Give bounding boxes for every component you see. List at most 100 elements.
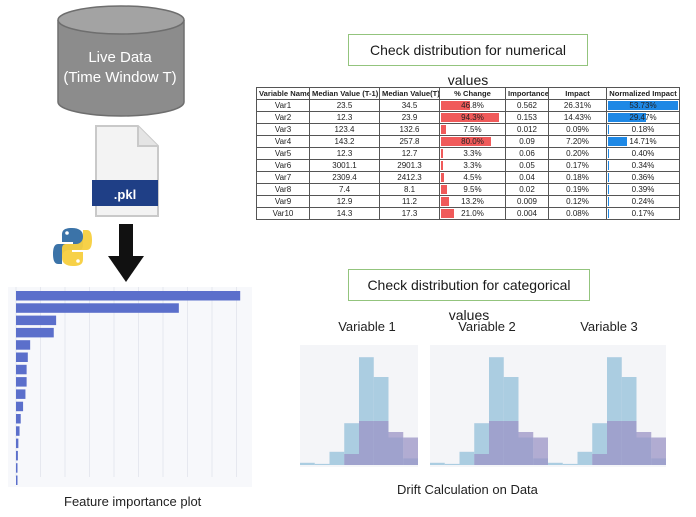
feature-importance-caption: Feature importance plot bbox=[64, 494, 202, 509]
cell-percent-change: 80.0% bbox=[439, 135, 506, 148]
histogram-bar-series-a bbox=[430, 462, 445, 465]
table-row: Var3 123.4 132.6 7.5% 0.012 0.09% 0.18% bbox=[256, 123, 680, 136]
cell-importance: 0.06 bbox=[505, 147, 549, 160]
cell-median-t: 8.1 bbox=[379, 183, 440, 196]
percent-change-bar bbox=[441, 125, 446, 134]
cell-percent-change: 3.3% bbox=[439, 147, 506, 160]
cell-percent-change: 13.2% bbox=[439, 195, 506, 208]
cell-median-t1: 143.2 bbox=[309, 135, 380, 148]
cell-impact: 0.09% bbox=[548, 123, 607, 136]
histogram-bar-series-b bbox=[403, 437, 418, 465]
percent-change-bar bbox=[441, 197, 450, 206]
database-label-line2: (Time Window T) bbox=[63, 69, 177, 86]
normalized-impact-value: 53.73% bbox=[629, 101, 657, 110]
cell-variable-name: Var8 bbox=[256, 183, 310, 196]
cell-impact: 0.12% bbox=[548, 195, 607, 208]
normalized-impact-bar bbox=[608, 173, 609, 182]
histogram-bar-series-b bbox=[388, 432, 404, 465]
normalized-impact-bar bbox=[608, 101, 678, 110]
cell-median-t1: 23.5 bbox=[309, 99, 380, 112]
cell-importance: 0.009 bbox=[505, 195, 549, 208]
cell-median-t: 2901.3 bbox=[379, 159, 440, 172]
cell-normalized-impact: 0.34% bbox=[606, 159, 680, 172]
table-row: Var9 12.9 11.2 13.2% 0.009 0.12% 0.24% bbox=[256, 195, 680, 208]
cell-importance: 0.09 bbox=[505, 135, 549, 148]
cell-normalized-impact: 0.24% bbox=[606, 195, 680, 208]
python-logo-icon bbox=[53, 228, 92, 266]
variable-2-histogram bbox=[430, 345, 548, 467]
header-variable-name: Variable Name bbox=[256, 87, 310, 100]
histogram-bar-series-a bbox=[300, 462, 315, 465]
percent-change-bar bbox=[441, 113, 500, 122]
feature-importance-bar bbox=[16, 414, 21, 424]
histogram-bar-series-b bbox=[518, 432, 534, 465]
cell-importance: 0.153 bbox=[505, 111, 549, 124]
cell-importance: 0.012 bbox=[505, 123, 549, 136]
table-row: Var5 12.3 12.7 3.3% 0.06 0.20% 0.40% bbox=[256, 147, 680, 160]
variable-3-histogram bbox=[548, 345, 666, 467]
histogram-bar-series-a bbox=[314, 463, 330, 465]
percent-change-bar bbox=[441, 137, 491, 146]
percent-change-value: 46.8% bbox=[461, 101, 484, 110]
down-arrow-icon bbox=[108, 224, 144, 282]
cell-percent-change: 94.3% bbox=[439, 111, 506, 124]
normalized-impact-value: 0.39% bbox=[631, 185, 655, 194]
table-row: Var1 23.5 34.5 46.8% 0.562 26.31% 53.73% bbox=[256, 99, 680, 112]
cell-variable-name: Var1 bbox=[256, 99, 310, 112]
normalized-impact-value: 0.36% bbox=[631, 173, 655, 182]
percent-change-bar bbox=[441, 161, 444, 170]
cell-median-t: 257.8 bbox=[379, 135, 440, 148]
percent-change-bar bbox=[441, 149, 444, 158]
cell-importance: 0.04 bbox=[505, 171, 549, 184]
variable-1-histogram bbox=[300, 345, 418, 467]
drift-table-header-row: Variable Name Median Value (T-1) Median … bbox=[256, 87, 680, 100]
feature-importance-bar bbox=[16, 327, 54, 338]
cell-median-t: 34.5 bbox=[379, 99, 440, 112]
cell-impact: 0.18% bbox=[548, 171, 607, 184]
table-row: Var8 7.4 8.1 9.5% 0.02 0.19% 0.39% bbox=[256, 183, 680, 196]
cell-median-t1: 123.4 bbox=[309, 123, 380, 136]
feature-importance-bar bbox=[16, 389, 26, 399]
header-median-t1: Median Value (T-1) bbox=[309, 87, 380, 100]
percent-change-value: 9.5% bbox=[463, 185, 482, 194]
variable-1-label: Variable 1 bbox=[338, 319, 396, 334]
cell-importance: 0.02 bbox=[505, 183, 549, 196]
cell-variable-name: Var9 bbox=[256, 195, 310, 208]
cell-median-t: 2412.3 bbox=[379, 171, 440, 184]
cell-median-t: 17.3 bbox=[379, 207, 440, 220]
cell-median-t1: 12.3 bbox=[309, 111, 380, 124]
normalized-impact-bar bbox=[608, 149, 609, 158]
cell-importance: 0.562 bbox=[505, 99, 549, 112]
feature-importance-bar bbox=[16, 426, 20, 436]
cell-percent-change: 3.3% bbox=[439, 159, 506, 172]
cell-variable-name: Var5 bbox=[256, 147, 310, 160]
cell-impact: 0.19% bbox=[548, 183, 607, 196]
percent-change-value: 94.3% bbox=[461, 113, 484, 122]
histogram-bar-series-b bbox=[592, 454, 607, 465]
normalized-impact-value: 0.34% bbox=[631, 161, 655, 170]
cell-normalized-impact: 0.17% bbox=[606, 207, 680, 220]
numerical-distribution-heading: Check distribution for numerical values bbox=[348, 34, 588, 88]
variable-2-label: Variable 2 bbox=[458, 319, 516, 334]
table-row: Var6 3001.1 2901.3 3.3% 0.05 0.17% 0.34% bbox=[256, 159, 680, 172]
histogram-bar-series-b bbox=[344, 454, 359, 465]
cell-median-t: 12.7 bbox=[379, 147, 440, 160]
drift-calculation-caption: Drift Calculation on Data bbox=[397, 482, 538, 497]
normalized-impact-value: 0.24% bbox=[631, 197, 655, 206]
cell-normalized-impact: 0.36% bbox=[606, 171, 680, 184]
percent-change-value: 7.5% bbox=[463, 125, 482, 134]
categorical-distribution-heading: Check distribution for categorical value… bbox=[348, 269, 590, 323]
cell-impact: 0.17% bbox=[548, 159, 607, 172]
histogram-bar-series-a bbox=[459, 451, 475, 465]
feature-importance-bar bbox=[16, 450, 18, 461]
cell-median-t: 11.2 bbox=[379, 195, 440, 208]
normalized-impact-bar bbox=[608, 113, 647, 122]
histogram-bar-series-a bbox=[548, 462, 563, 465]
cell-percent-change: 9.5% bbox=[439, 183, 506, 196]
normalized-impact-value: 29.47% bbox=[629, 113, 657, 122]
cell-median-t1: 12.9 bbox=[309, 195, 380, 208]
feature-importance-bar bbox=[16, 315, 57, 326]
histogram-bar-series-b bbox=[373, 421, 389, 465]
cell-normalized-impact: 29.47% bbox=[606, 111, 680, 124]
table-row: Var7 2309.4 2412.3 4.5% 0.04 0.18% 0.36% bbox=[256, 171, 680, 184]
